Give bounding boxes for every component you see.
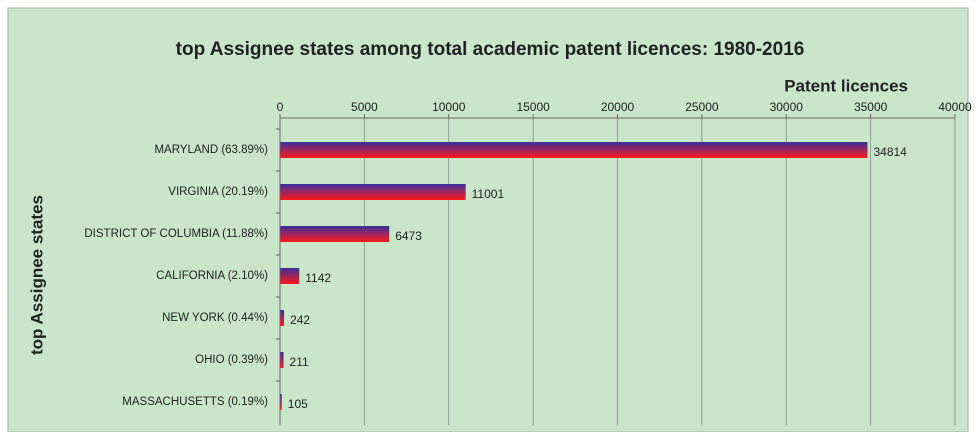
y-tick-label: VIRGINIA (20.19%) [168,186,268,198]
y-tick-label: MASSACHUSETTS (0.19%) [122,396,268,408]
x-tick-label: 40000 [938,100,972,114]
data-label: 211 [290,355,309,369]
x-tick-label: 0 [277,100,284,114]
data-label: 11001 [472,187,505,201]
x-tick-label: 25000 [685,100,719,114]
chart-background [7,7,969,432]
bar [280,268,300,284]
y-tick-label: MARYLAND (63.89%) [154,144,268,156]
y-tick-label: OHIO (0.39%) [195,354,268,366]
data-label: 105 [288,397,308,411]
bar [280,226,390,242]
data-label: 6473 [395,229,422,243]
bar [280,184,466,200]
chart-title: top Assignee states among total academic… [176,39,805,60]
bar [280,142,868,158]
x-tick-label: 10000 [432,100,466,114]
bar [280,394,282,410]
bar [280,352,284,368]
bar [280,310,285,326]
x-tick-label: 15000 [516,100,550,114]
x-tick-label: 35000 [854,100,888,114]
x-tick-label: 30000 [770,100,804,114]
x-axis-title: Patent licences [784,76,908,95]
y-tick-label: DISTRICT OF COLUMBIA (11.88%) [84,228,268,240]
data-label: 34814 [873,145,907,159]
y-tick-label: NEW YORK (0.44%) [162,312,268,324]
y-tick-label: CALIFORNIA (2.10%) [156,270,268,282]
x-tick-label: 5000 [351,100,378,114]
x-tick-label: 20000 [601,100,635,114]
y-axis-title: top Assignee states [27,195,46,355]
data-label: 1142 [305,271,331,285]
data-label: 242 [290,313,310,327]
